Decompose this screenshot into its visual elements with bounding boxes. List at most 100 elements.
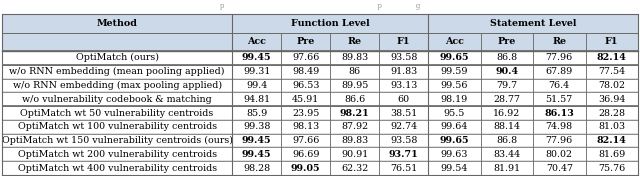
Text: Pre: Pre (296, 37, 315, 46)
Text: 77.54: 77.54 (598, 67, 625, 76)
Bar (379, 161, 428, 175)
Bar (586, 33, 638, 51)
Bar (533, 161, 586, 175)
Bar (330, 161, 379, 175)
Bar (281, 51, 330, 65)
Text: Acc: Acc (445, 37, 464, 46)
Bar (379, 92, 428, 106)
Text: 80.02: 80.02 (546, 150, 573, 159)
Text: 51.57: 51.57 (546, 95, 573, 104)
Text: 98.28: 98.28 (243, 164, 270, 173)
Bar (330, 147, 379, 161)
Bar (232, 106, 281, 120)
Text: 76.51: 76.51 (390, 164, 417, 173)
Bar (428, 106, 481, 120)
Text: 77.96: 77.96 (546, 54, 573, 62)
Text: 82.14: 82.14 (597, 54, 627, 62)
Text: 99.64: 99.64 (441, 122, 468, 131)
Bar (2, 33, 232, 51)
Text: 93.58: 93.58 (390, 136, 417, 145)
Bar (379, 51, 428, 65)
Text: 90.91: 90.91 (341, 150, 368, 159)
Bar (586, 92, 638, 106)
Bar (2, 78, 232, 92)
Bar (428, 161, 481, 175)
Bar (586, 134, 638, 147)
Bar (428, 51, 481, 65)
Text: 70.47: 70.47 (546, 164, 573, 173)
Text: 82.14: 82.14 (597, 136, 627, 145)
Text: F1: F1 (397, 37, 410, 46)
Bar (379, 147, 428, 161)
Bar (330, 33, 379, 51)
Bar (379, 65, 428, 78)
Bar (2, 134, 232, 147)
Text: 99.54: 99.54 (441, 164, 468, 173)
Text: Re: Re (348, 37, 362, 46)
Bar (281, 161, 330, 175)
Bar (586, 147, 638, 161)
Bar (481, 78, 533, 92)
Text: 16.92: 16.92 (493, 109, 520, 118)
Text: 96.69: 96.69 (292, 150, 319, 159)
Text: 99.56: 99.56 (440, 81, 468, 90)
Text: 78.02: 78.02 (598, 81, 625, 90)
Text: 99.65: 99.65 (440, 136, 469, 145)
Text: Re: Re (552, 37, 566, 46)
Text: 90.4: 90.4 (495, 67, 518, 76)
Text: 67.89: 67.89 (546, 67, 573, 76)
Text: OptiMatch wt 50 vulnerability centroids: OptiMatch wt 50 vulnerability centroids (20, 109, 214, 118)
Text: 93.71: 93.71 (388, 150, 419, 159)
Text: 87.92: 87.92 (341, 122, 368, 131)
Text: 92.74: 92.74 (390, 122, 417, 131)
Text: 99.45: 99.45 (242, 150, 271, 159)
Text: 96.53: 96.53 (292, 81, 319, 90)
Bar (2, 92, 232, 106)
Text: 99.38: 99.38 (243, 122, 271, 131)
Text: 89.83: 89.83 (341, 136, 368, 145)
Bar (379, 120, 428, 134)
Bar (533, 51, 586, 65)
Bar (481, 33, 533, 51)
Text: w/o vulnerability codebook & matching: w/o vulnerability codebook & matching (22, 95, 212, 104)
Text: 76.4: 76.4 (548, 81, 570, 90)
Bar (428, 134, 481, 147)
Text: 75.76: 75.76 (598, 164, 625, 173)
Bar (481, 92, 533, 106)
Bar (586, 120, 638, 134)
Text: 99.45: 99.45 (242, 54, 271, 62)
Text: w/o RNN embedding (mean pooling applied): w/o RNN embedding (mean pooling applied) (10, 67, 225, 76)
Text: 36.94: 36.94 (598, 95, 625, 104)
Text: OptiMatch wt 150 vulnerability centroids (ours): OptiMatch wt 150 vulnerability centroids… (2, 136, 232, 145)
Text: 60: 60 (397, 95, 410, 104)
Text: 89.83: 89.83 (341, 54, 368, 62)
Bar (232, 51, 281, 65)
Bar (281, 106, 330, 120)
Text: 98.49: 98.49 (292, 67, 319, 76)
Text: 95.5: 95.5 (444, 109, 465, 118)
Bar (330, 92, 379, 106)
Bar (428, 92, 481, 106)
Text: OptiMatch wt 200 vulnerability centroids: OptiMatch wt 200 vulnerability centroids (17, 150, 217, 159)
Bar (232, 78, 281, 92)
Text: 99.59: 99.59 (440, 67, 468, 76)
Text: Acc: Acc (247, 37, 266, 46)
Bar (2, 120, 232, 134)
Text: 99.31: 99.31 (243, 67, 271, 76)
Bar (232, 120, 281, 134)
Bar (428, 14, 638, 33)
Bar (533, 78, 586, 92)
Text: Pre: Pre (498, 37, 516, 46)
Text: 38.51: 38.51 (390, 109, 417, 118)
Text: 86: 86 (349, 67, 361, 76)
Bar (481, 161, 533, 175)
Bar (586, 65, 638, 78)
Bar (379, 106, 428, 120)
Bar (379, 134, 428, 147)
Bar (281, 147, 330, 161)
Text: 81.03: 81.03 (598, 122, 625, 131)
Bar (232, 65, 281, 78)
Bar (330, 78, 379, 92)
Bar (533, 92, 586, 106)
Text: 85.9: 85.9 (246, 109, 268, 118)
